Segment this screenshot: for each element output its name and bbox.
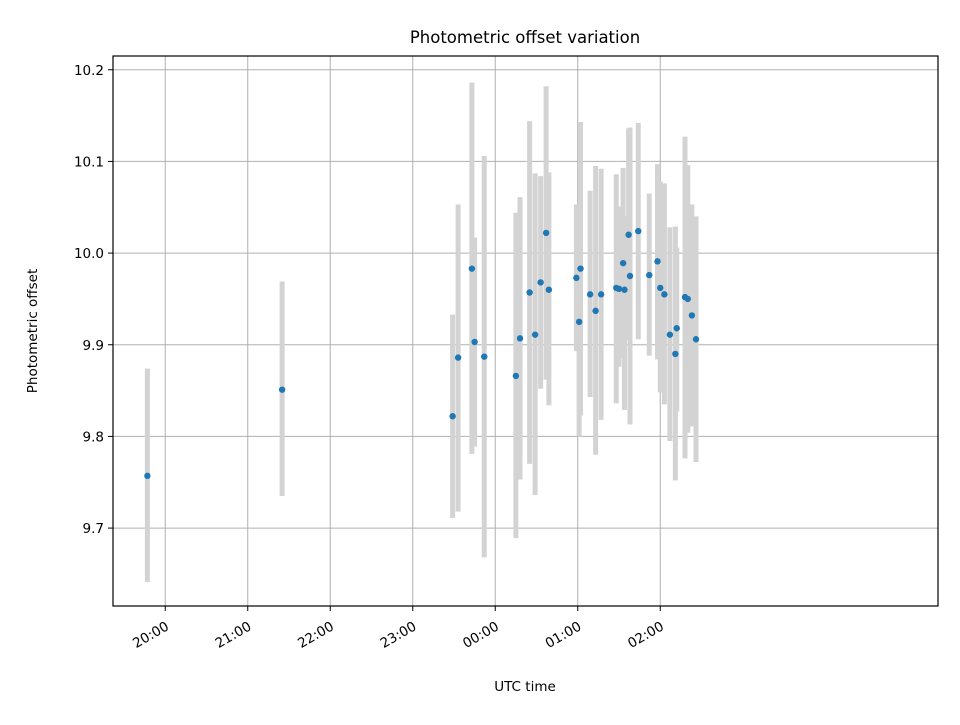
data-point	[471, 338, 478, 346]
y-tick-label: 10.0	[74, 246, 104, 262]
data-point	[692, 336, 700, 343]
data-point	[688, 312, 696, 319]
data-point	[481, 353, 488, 360]
data-point	[526, 289, 533, 296]
data-point	[542, 229, 550, 237]
data-point	[657, 284, 664, 292]
data-point	[625, 231, 632, 238]
data-point	[615, 285, 623, 293]
y-tick-label: 10.2	[74, 63, 104, 79]
data-point	[646, 271, 653, 279]
x-axis-label: UTC time	[494, 679, 556, 695]
y-tick-label: 9.9	[83, 338, 104, 354]
data-point	[575, 318, 583, 326]
data-point	[454, 354, 462, 361]
data-point	[626, 272, 634, 280]
data-point	[635, 227, 642, 235]
y-axis-ticks: 9.7 9.8 9.9 10.0 10.1 10.2	[74, 63, 113, 537]
data-point	[654, 258, 661, 265]
data-point	[661, 291, 668, 298]
y-tick-label: 9.7	[83, 521, 104, 537]
data-point	[619, 259, 627, 267]
data-point	[449, 413, 456, 420]
data-point	[666, 331, 674, 338]
data-point	[468, 265, 476, 272]
data-point	[673, 325, 680, 332]
data-point	[537, 279, 544, 286]
data-point	[278, 386, 286, 393]
data-point	[573, 274, 580, 282]
data-point	[597, 291, 605, 298]
y-tick-label: 10.1	[74, 154, 104, 170]
y-tick-label: 9.8	[83, 429, 104, 445]
chart-title: Photometric offset variation	[410, 28, 640, 47]
data-point	[531, 331, 539, 338]
data-point	[621, 286, 628, 293]
data-point	[545, 286, 553, 293]
data-point	[672, 350, 679, 358]
data-point	[512, 372, 520, 380]
data-point	[144, 472, 151, 480]
y-axis-label: Photometric offset	[25, 269, 41, 393]
data-point	[577, 265, 584, 272]
axes-frame	[112, 55, 939, 607]
data-points	[144, 227, 700, 480]
data-point	[516, 335, 524, 342]
data-point	[586, 291, 594, 298]
data-point	[592, 307, 599, 315]
data-point	[684, 295, 691, 303]
